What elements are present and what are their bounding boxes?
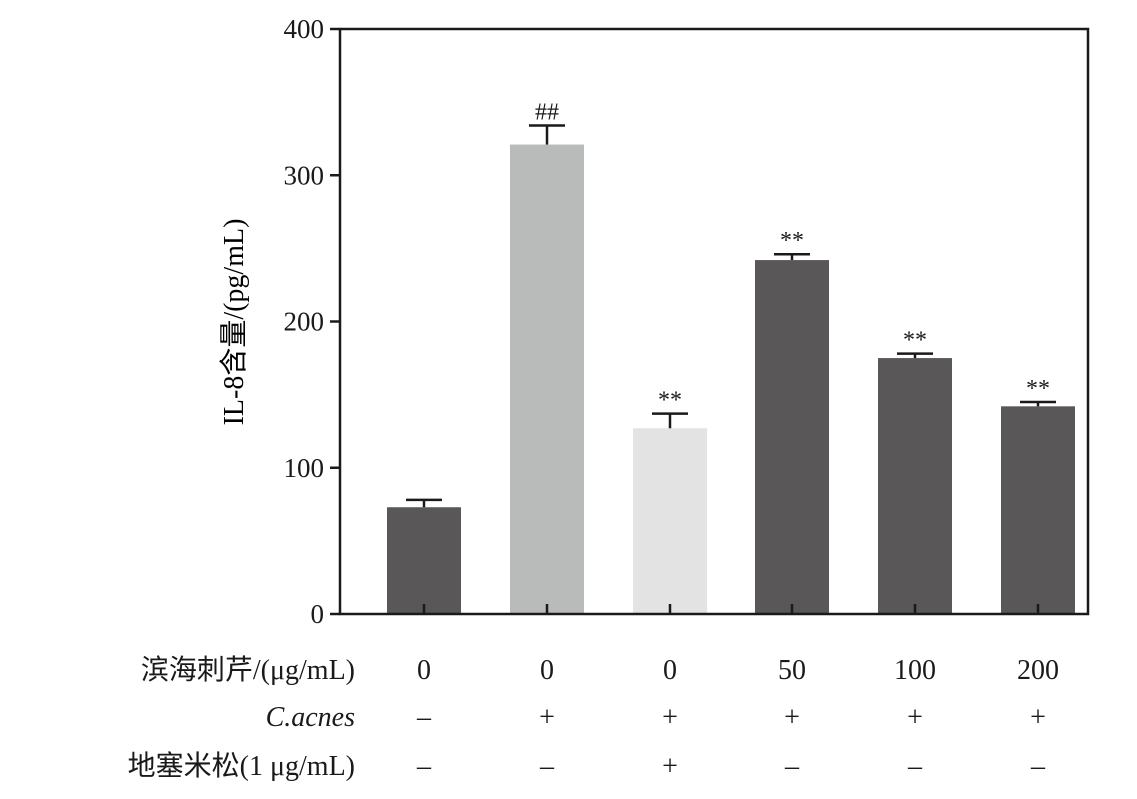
condition-label-3: 地塞米松(1 μg/mL) [128,750,355,782]
bar-3 [633,428,707,614]
condition-value-3-5: – [907,751,923,782]
significance-mark-5: ** [903,328,927,354]
condition-value-2-1: – [416,702,432,733]
significance-mark-4: ** [780,228,804,254]
bar-1 [387,507,461,614]
labels-layer: ## ** ** ** ** 0 100 200 300 400 滨海刺芹/(μg/mL) 0 0 0 50… [128,14,1059,782]
significance-mark-3: ** [658,388,682,414]
condition-value-1-6: 200 [1017,655,1059,686]
y-axis-label: IL-8含量/(pg/mL) [218,219,250,426]
condition-value-3-3: + [662,751,678,782]
condition-value-3-2: – [539,751,555,782]
condition-value-2-5: + [907,702,923,733]
y-tick-label-100: 100 [284,453,325,483]
significance-mark-6: ** [1026,376,1050,402]
condition-value-2-4: + [784,702,800,733]
bars-layer [387,144,1075,614]
bar-6 [1001,406,1075,614]
bar-4 [755,260,829,614]
condition-value-2-6: + [1030,702,1046,733]
condition-label-2: C.acnes [266,702,356,733]
condition-value-3-1: – [416,751,432,782]
condition-value-1-3: 0 [663,655,677,686]
condition-value-3-4: – [784,751,800,782]
significance-mark-2: ## [535,100,559,126]
bar-2 [510,144,584,614]
condition-value-3-6: – [1030,751,1046,782]
condition-value-1-5: 100 [894,655,936,686]
bar-5 [878,358,952,614]
condition-value-2-2: + [539,702,555,733]
y-tick-label-200: 200 [284,307,325,337]
condition-value-1-1: 0 [417,655,431,686]
condition-value-1-4: 50 [778,655,806,686]
condition-value-1-2: 0 [540,655,554,686]
y-tick-label-300: 300 [284,160,325,190]
condition-label-1: 滨海刺芹/(μg/mL) [141,654,355,686]
axes-layer [330,27,1090,616]
y-tick-label-0: 0 [311,599,325,629]
error-bars-layer [406,124,1056,508]
y-tick-label-400: 400 [284,14,325,44]
condition-value-2-3: + [662,702,678,733]
